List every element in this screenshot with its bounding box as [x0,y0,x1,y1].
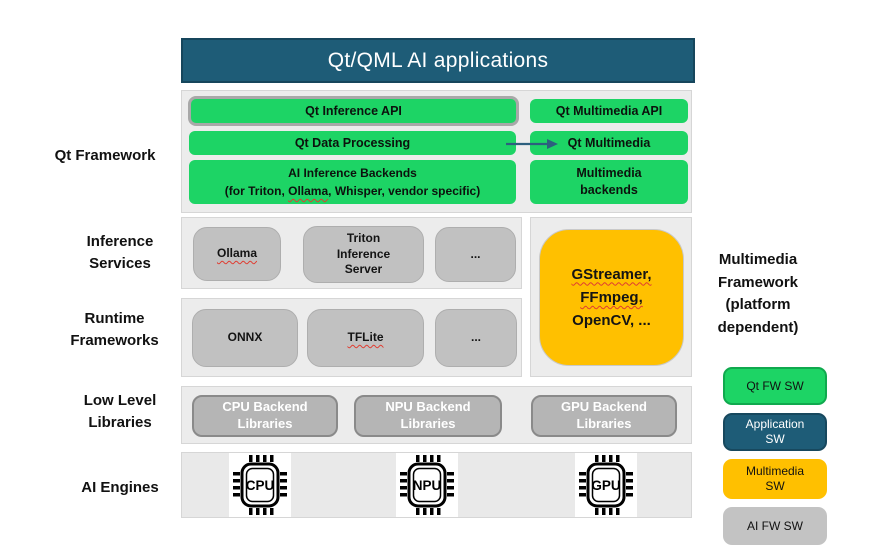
ffmpeg-label: FFmpeg, [580,288,643,306]
label-multimedia-framework: Multimedia Framework (platform dependent… [717,251,799,336]
legend-application-sw: Application SW [723,413,827,451]
cpu-backend-libraries-label: CPU Backend Libraries [222,399,308,431]
gpu-chip-label: GPU [591,478,620,493]
qt-multimedia-api-box: Qt Multimedia API [530,99,688,123]
backends-subtitle-ollama: Ollama [288,184,329,198]
data-flow-arrow-icon [506,139,558,149]
qt-multimedia-api-label: Qt Multimedia API [555,103,663,118]
backends-subtitle-post: , Whisper, vendor specific) [328,184,481,198]
opencv-label: OpenCV, ... [572,312,651,330]
ai-inference-backends-title: AI Inference Backends [288,166,417,180]
runtime-frameworks-more-label: ... [470,330,481,345]
qt-data-processing-label: Qt Data Processing [294,135,411,150]
tflite-box: TFLite [307,309,424,367]
legend-ai-fw-sw-label: AI FW SW [747,518,803,533]
triton-label: Triton Inference Server [336,231,391,277]
onnx-label: ONNX [227,330,263,345]
legend-qt-fw-sw-label: Qt FW SW [746,378,804,393]
label-low-level-libraries: Low Level Libraries [83,392,157,431]
npu-chip-icon: NPU [400,455,454,515]
qt-inference-api-label: Qt Inference API [305,103,402,118]
ollama-label: Ollama [216,246,258,261]
runtime-frameworks-more-box: ... [435,309,517,367]
cpu-backend-libraries-box: CPU Backend Libraries [192,395,338,437]
label-qt-framework: Qt Framework [54,147,156,164]
cpu-chip-label: CPU [246,478,275,493]
cpu-chip-tile: CPU [229,453,291,517]
ai-inference-backends-subtitle: (for Triton, Ollama, Whisper, vendor spe… [225,182,480,200]
npu-backend-libraries-label: NPU Backend Libraries [385,399,471,431]
legend-ai-fw-sw: AI FW SW [723,507,827,545]
gpu-backend-libraries-box: GPU Backend Libraries [531,395,677,437]
npu-chip-label: NPU [413,478,442,493]
cpu-chip-icon: CPU [233,455,287,515]
legend-multimedia-sw: Multimedia SW [723,459,827,499]
label-ai-engines: AI Engines [81,479,159,496]
title-bar: Qt/QML AI applications [181,38,695,83]
inference-services-more-label: ... [470,246,481,261]
legend-multimedia-sw-label: Multimedia SW [745,464,805,493]
legend-qt-fw-sw: Qt FW SW [723,367,827,405]
qt-multimedia-box: Qt Multimedia [530,131,688,155]
onnx-box: ONNX [192,309,298,367]
tflite-label: TFLite [347,330,384,345]
qt-inference-api-wrapper: Qt Inference API [188,96,519,126]
multimedia-backends-box: Multimedia backends [530,160,688,204]
legend-application-sw-label: Application SW [745,417,805,446]
gpu-backend-libraries-label: GPU Backend Libraries [561,399,647,431]
ollama-box: Ollama [193,227,281,281]
ai-inference-backends-box: AI Inference Backends (for Triton, Ollam… [189,160,516,204]
inference-services-more-box: ... [435,227,516,282]
page-title: Qt/QML AI applications [327,48,549,72]
npu-chip-tile: NPU [396,453,458,517]
qt-inference-api-box: Qt Inference API [191,99,516,123]
label-runtime-frameworks: Runtime Frameworks [70,310,159,349]
gpu-chip-tile: GPU [575,453,637,517]
multimedia-backends-label: Multimedia backends [576,166,642,197]
gstreamer-ffmpeg-opencv-box: GStreamer, FFmpeg, OpenCV, ... [539,229,684,366]
label-inference-services: Inference Services [86,233,154,272]
npu-backend-libraries-box: NPU Backend Libraries [354,395,502,437]
gpu-chip-icon: GPU [579,455,633,515]
qt-data-processing-box: Qt Data Processing [189,131,516,155]
triton-inference-server-box: Triton Inference Server [303,226,424,283]
gstreamer-label: GStreamer, [571,265,652,283]
backends-subtitle-pre: (for Triton, [224,184,289,198]
qt-multimedia-label: Qt Multimedia [567,135,651,150]
